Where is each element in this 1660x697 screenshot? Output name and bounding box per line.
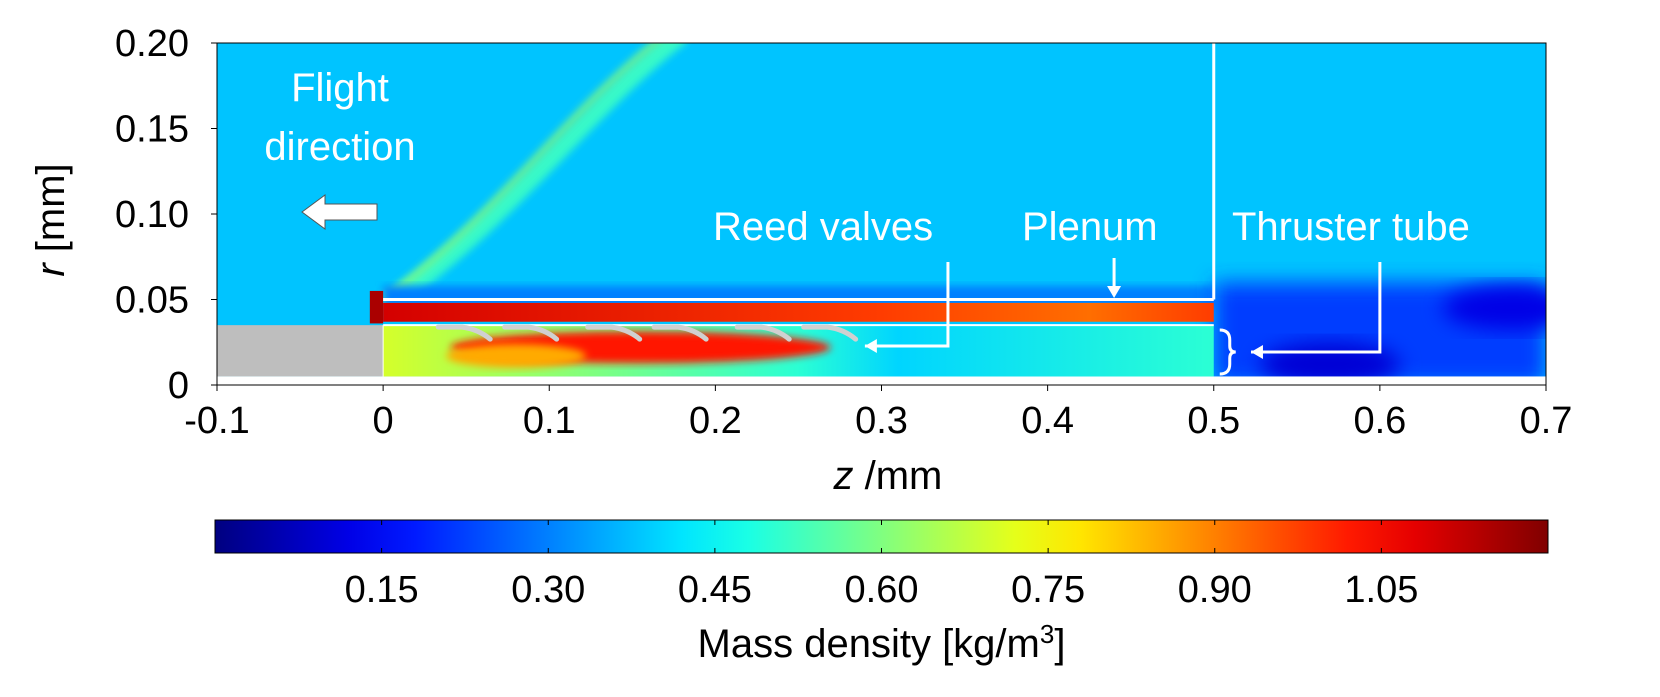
x-tick-label: 0 — [373, 400, 394, 442]
colorbar-tick-label: 0.60 — [845, 569, 919, 611]
reed-valve — [801, 324, 859, 342]
annotations: Flight direction Reed valves Plenum Thruster… — [264, 66, 1470, 376]
reed-valves-arrowhead — [864, 339, 877, 353]
flight-arrow-icon — [301, 194, 378, 230]
colorbar: 0.15 0.30 0.45 0.60 0.75 0.90 1.05 Mass density… — [214, 519, 1549, 666]
y-axis-label: r [mm] — [29, 163, 73, 276]
shock-core — [381, 43, 659, 302]
boundary-layer — [383, 285, 1214, 309]
y-tick-label: 0 — [168, 365, 189, 407]
x-tick-label: 0.6 — [1353, 400, 1406, 442]
wake-edge — [1442, 286, 1546, 331]
reed-valve — [651, 324, 709, 342]
shock-wave — [377, 43, 686, 316]
annotation-thruster-tube: Thruster tube — [1232, 205, 1470, 249]
colorbar-tick-label: 0.45 — [678, 569, 752, 611]
colorbar-tick-label: 0.30 — [511, 569, 585, 611]
reed-valves-leader — [864, 262, 950, 348]
thruster-brace — [1219, 328, 1236, 376]
colorbar-label-sup: 3 — [1040, 619, 1054, 649]
reed-valve — [502, 324, 560, 342]
reed-valve — [435, 324, 493, 342]
plenum-arrowhead — [1107, 286, 1122, 298]
stagnation-zone — [369, 290, 384, 324]
x-tick-label: 0.7 — [1520, 400, 1573, 442]
x-tick-label: 0.5 — [1187, 400, 1240, 442]
y-axis-label-unit: [mm] — [29, 163, 73, 263]
x-tick-label: 0.4 — [1021, 400, 1074, 442]
y-tick-label: 0.15 — [115, 109, 189, 151]
x-tick-label: 0.2 — [689, 400, 742, 442]
x-tick-label: 0.1 — [523, 400, 576, 442]
colorbar-label-end: ] — [1054, 622, 1065, 666]
y-axis-label-var: r — [29, 262, 73, 277]
colorbar-tick-label: 0.90 — [1178, 569, 1252, 611]
reed-valve — [585, 324, 643, 342]
annotation-plenum: Plenum — [1022, 205, 1158, 249]
y-tick-label: 0.10 — [115, 194, 189, 236]
colorbar-gradient — [214, 519, 1549, 554]
axis-strip — [217, 376, 1546, 385]
y-tick-label: 0.05 — [115, 280, 189, 322]
annotation-reed-valves: Reed valves — [713, 205, 933, 249]
x-tick-label: 0.3 — [855, 400, 908, 442]
annotation-flight-line2: direction — [264, 125, 415, 169]
valve-zone-low — [446, 343, 587, 368]
annotation-flight-line1: Flight — [291, 66, 389, 110]
colorbar-label-main: Mass density [kg/m — [698, 622, 1040, 666]
x-axis-label-var: z — [833, 454, 854, 498]
colorbar-tick-label: 0.15 — [345, 569, 419, 611]
colorbar-tick-label: 1.05 — [1344, 569, 1418, 611]
thruster-leader — [1250, 262, 1382, 354]
body-solid — [217, 325, 384, 377]
axes: -0.1 0 0.1 0.2 0.3 0.4 0.5 0.6 0.700.050.100.150… — [29, 23, 1572, 498]
colorbar-label: Mass density [kg/m3] — [698, 619, 1066, 666]
colorbar-tick-label: 0.75 — [1011, 569, 1085, 611]
y-tick-label: 0.20 — [115, 23, 189, 65]
plenum-region — [383, 302, 1214, 322]
x-axis-label: z /mm — [833, 454, 943, 498]
plot-area — [217, 43, 1546, 385]
reed-valve — [734, 324, 792, 342]
thruster-arrowhead — [1250, 345, 1263, 359]
x-tick-label: -0.1 — [184, 400, 249, 442]
x-axis-label-unit: /mm — [854, 454, 943, 498]
